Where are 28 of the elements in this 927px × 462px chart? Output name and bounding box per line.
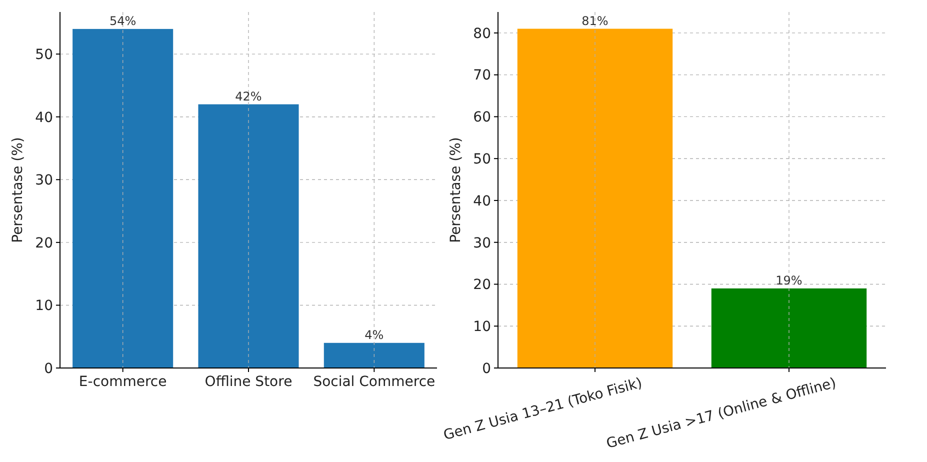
bar [72, 28, 174, 368]
x-tick-label: E-commerce [78, 374, 167, 390]
y-tick-label: 0 [482, 360, 491, 377]
y-tick-label: 0 [44, 360, 53, 377]
y-tick-label: 60 [473, 110, 491, 126]
y-tick-label: 20 [35, 235, 53, 252]
data-label: 81% [582, 14, 608, 28]
y-tick-label: 10 [473, 319, 491, 336]
bar [324, 342, 424, 368]
data-label: 42% [235, 89, 262, 104]
y-tick-label: 50 [35, 46, 53, 63]
y-tick-label: 10 [35, 298, 53, 314]
y-axis-title: Persentase (%) [10, 137, 26, 243]
y-tick-label: 20 [473, 277, 491, 294]
x-tick-label: Social Commerce [313, 374, 436, 390]
y-tick-label: 80 [473, 26, 491, 42]
bar [198, 104, 299, 368]
y-tick-label: 40 [35, 110, 53, 126]
data-label: 19% [776, 273, 802, 288]
data-label: 4% [364, 328, 384, 342]
y-tick-label: 70 [473, 68, 491, 84]
y-tick-label: 50 [473, 151, 491, 168]
x-tick-label: Offline Store [204, 374, 292, 390]
y-tick-label: 30 [473, 235, 491, 252]
y-axis-title: Persentase (%) [448, 137, 464, 243]
y-tick-label: 30 [35, 172, 53, 189]
data-label: 54% [109, 14, 136, 28]
y-tick-label: 40 [473, 193, 491, 210]
